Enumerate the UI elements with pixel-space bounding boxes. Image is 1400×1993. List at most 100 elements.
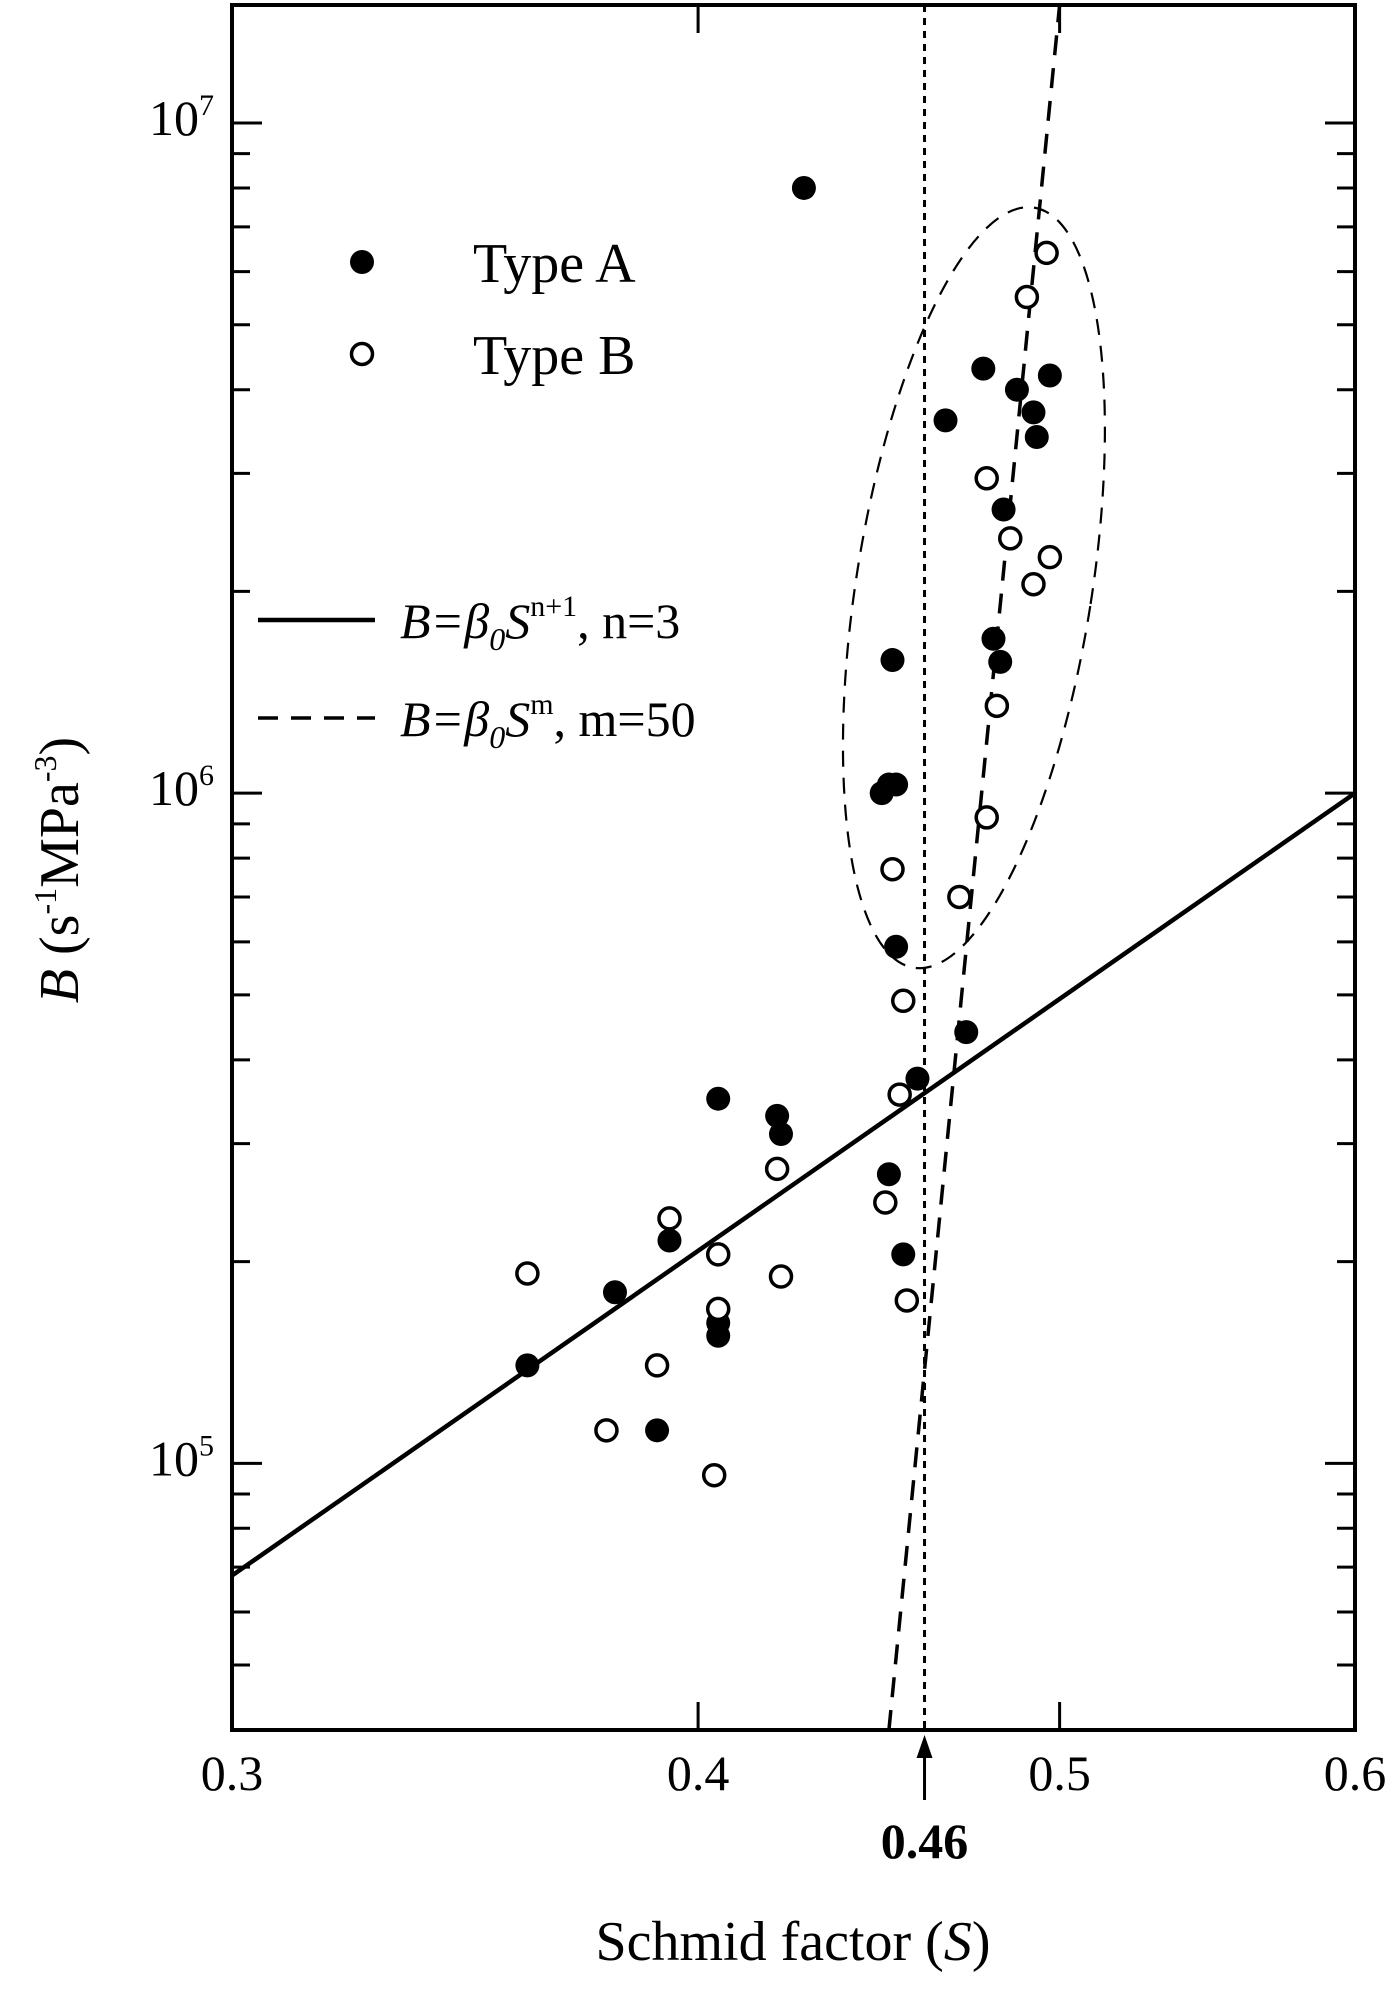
point-type-b xyxy=(515,1261,540,1286)
point-type-a xyxy=(876,1162,901,1187)
point-type-b xyxy=(894,1288,920,1313)
point-type-a xyxy=(768,1122,793,1147)
point-type-a xyxy=(991,497,1016,522)
point-type-a xyxy=(791,175,816,200)
point-type-a xyxy=(765,1103,790,1128)
point-type-b xyxy=(947,884,972,910)
point-type-a xyxy=(602,1280,627,1305)
highlight-ellipse xyxy=(841,206,1107,970)
point-type-b xyxy=(701,1462,727,1488)
point-type-b xyxy=(1021,571,1046,597)
x-tick-label: 0.5 xyxy=(1028,1745,1091,1801)
formula-variable: S xyxy=(505,691,530,747)
formula-subscript: 0 xyxy=(489,621,505,657)
y-tick-label: 107 xyxy=(149,89,214,146)
fit-lines xyxy=(232,5,1355,1730)
point-type-a xyxy=(891,1242,916,1267)
highlight-region xyxy=(841,206,1107,970)
y-title-close: ) xyxy=(29,737,91,756)
arrow-head-icon xyxy=(916,1735,933,1758)
y-tick-exponent: 5 xyxy=(199,1429,214,1462)
x-title-close: ) xyxy=(972,1911,991,1973)
plot-area xyxy=(232,5,1355,1730)
axis-titles: Schmid factor (S)B (s-1MPa-3) xyxy=(27,737,991,1973)
threshold-label: 0.46 xyxy=(881,1813,969,1869)
point-type-a xyxy=(971,356,996,381)
formula-variable: S xyxy=(505,593,530,649)
plot-frame xyxy=(230,3,1357,1732)
point-type-a xyxy=(988,649,1013,674)
x-tick-label: 0.6 xyxy=(1324,1745,1387,1801)
point-type-b xyxy=(1034,240,1059,266)
point-type-a xyxy=(933,408,958,433)
formula-exponent: m xyxy=(530,688,553,721)
data-points xyxy=(515,175,1063,1488)
y-tick-exponent: 7 xyxy=(199,89,214,122)
y-title-text: (s xyxy=(29,915,91,969)
x-tick-label: 0.3 xyxy=(201,1745,264,1801)
y-tick-label: 106 xyxy=(149,759,214,816)
y-axis-title: B (s-1MPa-3) xyxy=(27,737,91,1003)
y-title-exponent: -3 xyxy=(27,755,63,782)
y-tick-label: 105 xyxy=(149,1429,214,1486)
legend-formula: B=β0Sn+1, n=3 xyxy=(400,590,680,657)
point-type-a xyxy=(706,1086,731,1111)
formula-lhs: B=β xyxy=(400,593,489,649)
formula-subscript: 0 xyxy=(489,719,505,755)
point-type-b xyxy=(705,1296,731,1322)
point-type-b xyxy=(1037,544,1063,570)
x-title-var: S xyxy=(944,1911,972,1973)
legend-formula: B=β0Sm, m=50 xyxy=(400,688,696,755)
point-type-a xyxy=(645,1418,670,1443)
point-type-a xyxy=(1021,400,1046,425)
point-type-b xyxy=(974,466,999,491)
point-type-b xyxy=(998,526,1023,551)
threshold-annotation: 0.46 xyxy=(881,1735,969,1869)
y-tick-base: 10 xyxy=(149,90,199,146)
point-type-a xyxy=(880,648,905,673)
point-type-a xyxy=(981,626,1006,651)
point-type-b xyxy=(984,693,1010,719)
point-type-b xyxy=(974,805,999,830)
y-title-var: B xyxy=(29,969,91,1003)
point-type-b xyxy=(657,1206,682,1231)
point-type-a xyxy=(1004,377,1029,402)
point-type-b xyxy=(644,1353,670,1378)
point-type-b xyxy=(887,1082,912,1107)
x-title-text: Schmid factor ( xyxy=(596,1911,944,1973)
formula-lhs: B=β xyxy=(400,691,489,747)
fit-line-n3 xyxy=(232,791,1355,1578)
point-type-b xyxy=(880,856,905,882)
point-type-b xyxy=(705,1242,731,1267)
axis-ticks xyxy=(230,5,1357,1732)
legend-label: Type A xyxy=(473,233,636,295)
point-type-a xyxy=(657,1228,682,1253)
fit-line-m50 xyxy=(887,5,1062,1730)
point-type-b xyxy=(594,1418,619,1443)
point-type-b xyxy=(891,988,916,1014)
x-axis-title: Schmid factor (S) xyxy=(596,1911,991,1973)
point-type-b xyxy=(873,1190,898,1215)
y-tick-exponent: 6 xyxy=(199,759,214,792)
formula-exponent: n+1 xyxy=(530,590,577,623)
legend-marker-type-a xyxy=(350,250,374,274)
point-type-a xyxy=(954,1020,979,1045)
point-type-a xyxy=(1024,424,1049,449)
y-title-exponent: -1 xyxy=(27,888,63,915)
point-type-b xyxy=(1014,284,1040,310)
point-type-a xyxy=(515,1353,540,1378)
point-type-b xyxy=(768,1264,794,1289)
point-type-a xyxy=(1037,363,1062,388)
formula-param: , n=3 xyxy=(577,593,680,649)
legend-label: Type B xyxy=(473,325,636,387)
point-type-a xyxy=(884,772,909,797)
legend-marker-type-b xyxy=(349,341,375,367)
formula-param: , m=50 xyxy=(554,691,696,747)
point-type-a xyxy=(884,934,909,959)
y-tick-base: 10 xyxy=(149,1430,199,1486)
x-tick-label: 0.4 xyxy=(667,1745,730,1801)
point-type-a xyxy=(905,1066,930,1091)
